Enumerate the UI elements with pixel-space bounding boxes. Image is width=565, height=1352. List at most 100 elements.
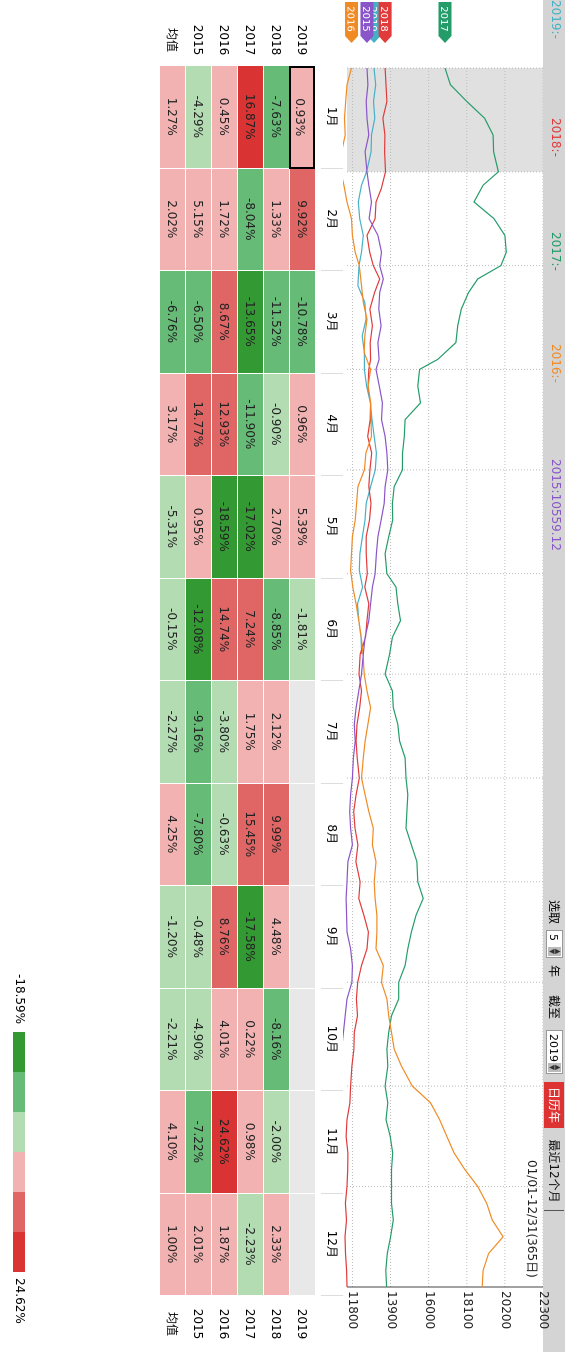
table-cell[interactable]: -7.22% (185, 1091, 211, 1194)
month-header-12: 12月 (321, 1193, 343, 1296)
table-cell[interactable]: 1.33% (263, 168, 289, 271)
table-cell[interactable] (289, 886, 315, 989)
table-cell[interactable] (289, 1091, 315, 1194)
table-cell[interactable]: 1.87% (211, 1193, 237, 1296)
month-header-2: 2月 (321, 168, 343, 271)
table-cell[interactable]: 5.39% (289, 476, 315, 579)
table-cell[interactable]: 8.76% (211, 886, 237, 989)
table-cell[interactable]: -3.80% (211, 681, 237, 784)
month-header-7: 7月 (321, 681, 343, 784)
table-cell[interactable]: 2.33% (263, 1193, 289, 1296)
spinner-arrows-icon[interactable]: ▲ ▼ (548, 947, 562, 956)
years-count-spinner[interactable]: 5 ▲ ▼ (546, 930, 563, 958)
table-cell[interactable] (289, 681, 315, 784)
y-tick-label: 18100 (460, 1291, 475, 1330)
table-cell[interactable]: 14.74% (211, 578, 237, 681)
table-cell[interactable]: -12.08% (185, 578, 211, 681)
y-tick-label: 16000 (422, 1291, 437, 1330)
table-cell[interactable]: 1.27% (159, 66, 185, 169)
table-cell[interactable]: -2.21% (159, 988, 185, 1091)
table-cell[interactable]: 2.01% (185, 1193, 211, 1296)
table-cell[interactable]: -0.63% (211, 783, 237, 886)
table-cell[interactable]: -0.90% (263, 373, 289, 476)
table-cell[interactable]: 0.98% (237, 1091, 263, 1194)
table-cell[interactable]: 4.01% (211, 988, 237, 1091)
table-cell[interactable]: 15.45% (237, 783, 263, 886)
table-cell[interactable]: -10.78% (289, 271, 315, 374)
table-row-label-right: 2017 (243, 1308, 257, 1340)
series-flag-shape (360, 2, 374, 43)
table-cell[interactable]: 5.15% (185, 168, 211, 271)
calendar-year-button[interactable]: 日历年 (544, 1082, 564, 1128)
table-cell[interactable]: 12.93% (211, 373, 237, 476)
table-cell[interactable]: 0.96% (289, 373, 315, 476)
series-status-value: - (549, 34, 563, 39)
table-cell[interactable] (289, 783, 315, 886)
table-cell[interactable]: -0.15% (159, 578, 185, 681)
table-cell[interactable]: -4.29% (185, 66, 211, 169)
table-cell[interactable]: -18.59% (211, 476, 237, 579)
series-status-label: 2019: (549, 0, 563, 35)
table-cell[interactable] (289, 988, 315, 1091)
table-cell[interactable]: -17.02% (237, 476, 263, 579)
until-year-spinner[interactable]: 2019 ▲ ▼ (546, 1030, 563, 1074)
table-cell[interactable]: 0.45% (211, 66, 237, 169)
table-cell[interactable]: 16.87% (237, 66, 263, 169)
year-unit-label: 年 (547, 965, 561, 978)
table-cell[interactable]: 1.72% (211, 168, 237, 271)
table-cell[interactable]: 7.24% (237, 578, 263, 681)
table-cell[interactable]: 9.99% (263, 783, 289, 886)
table-row-label-right: 2015 (191, 1308, 205, 1340)
table-cell[interactable]: -7.63% (263, 66, 289, 169)
table-row-label: 2018 (269, 24, 283, 56)
table-cell[interactable]: -6.76% (159, 271, 185, 374)
table-cell[interactable]: 4.10% (159, 1091, 185, 1194)
table-cell[interactable]: -6.50% (185, 271, 211, 374)
table-cell[interactable]: 9.92% (289, 168, 315, 271)
table-cell[interactable]: 1.75% (237, 681, 263, 784)
series-status-2016: 2016:- (549, 344, 563, 383)
table-cell[interactable]: 24.62% (211, 1091, 237, 1194)
table-cell[interactable]: -8.16% (263, 988, 289, 1091)
recent-12-months-button[interactable]: 最近12个月 (544, 1132, 564, 1211)
table-cell[interactable]: -5.31% (159, 476, 185, 579)
series-line-2017 (384, 67, 507, 1288)
table-cell[interactable]: -11.52% (263, 271, 289, 374)
table-cell[interactable]: 2.02% (159, 168, 185, 271)
table-cell[interactable]: 14.77% (185, 373, 211, 476)
table-cell[interactable]: -17.58% (237, 886, 263, 989)
series-flag-label: 2015 (360, 6, 371, 31)
table-cell[interactable]: 4.25% (159, 783, 185, 886)
table-cell[interactable]: -8.85% (263, 578, 289, 681)
table-cell[interactable]: -1.20% (159, 886, 185, 989)
legend-swatch (13, 1192, 25, 1232)
table-cell[interactable]: -11.90% (237, 373, 263, 476)
series-flag-2015: 2015 (360, 2, 374, 43)
table-cell[interactable]: -13.65% (237, 271, 263, 374)
y-tick-label: 11800 (346, 1291, 361, 1330)
table-cell[interactable]: 0.93% (289, 66, 315, 169)
table-cell[interactable]: -2.23% (237, 1193, 263, 1296)
table-cell[interactable]: 1.00% (159, 1193, 185, 1296)
table-cell[interactable]: -2.00% (263, 1091, 289, 1194)
legend-max-label: 24.62% (13, 1278, 27, 1324)
table-cell[interactable]: 2.70% (263, 476, 289, 579)
table-cell[interactable]: -9.16% (185, 681, 211, 784)
table-cell[interactable]: 0.22% (237, 988, 263, 1091)
table-cell[interactable]: -8.04% (237, 168, 263, 271)
table-cell[interactable]: -7.80% (185, 783, 211, 886)
table-cell[interactable] (289, 1193, 315, 1296)
table-cell[interactable]: -1.81% (289, 578, 315, 681)
table-cell[interactable]: -4.90% (185, 988, 211, 1091)
table-cell[interactable]: -2.27% (159, 681, 185, 784)
series-status-label: 2017: (549, 232, 563, 267)
series-flag-label: 2017 (438, 6, 449, 31)
legend-swatch (13, 1032, 25, 1072)
table-cell[interactable]: 0.95% (185, 476, 211, 579)
table-cell[interactable]: 3.17% (159, 373, 185, 476)
table-cell[interactable]: -0.48% (185, 886, 211, 989)
table-cell[interactable]: 2.12% (263, 681, 289, 784)
table-cell[interactable]: 4.48% (263, 886, 289, 989)
table-cell[interactable]: 8.67% (211, 271, 237, 374)
spinner-arrows-icon[interactable]: ▲ ▼ (548, 1063, 562, 1072)
